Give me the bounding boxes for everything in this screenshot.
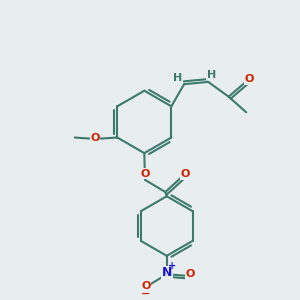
Text: O: O <box>181 169 190 179</box>
Text: O: O <box>140 169 150 178</box>
Text: H: H <box>207 70 216 80</box>
Text: H: H <box>173 73 182 83</box>
Text: O: O <box>186 269 195 279</box>
Text: N: N <box>161 266 172 279</box>
Text: +: + <box>168 261 176 271</box>
Text: O: O <box>245 74 254 84</box>
Text: O: O <box>141 281 150 291</box>
Text: O: O <box>91 133 100 142</box>
Text: −: − <box>140 289 150 298</box>
